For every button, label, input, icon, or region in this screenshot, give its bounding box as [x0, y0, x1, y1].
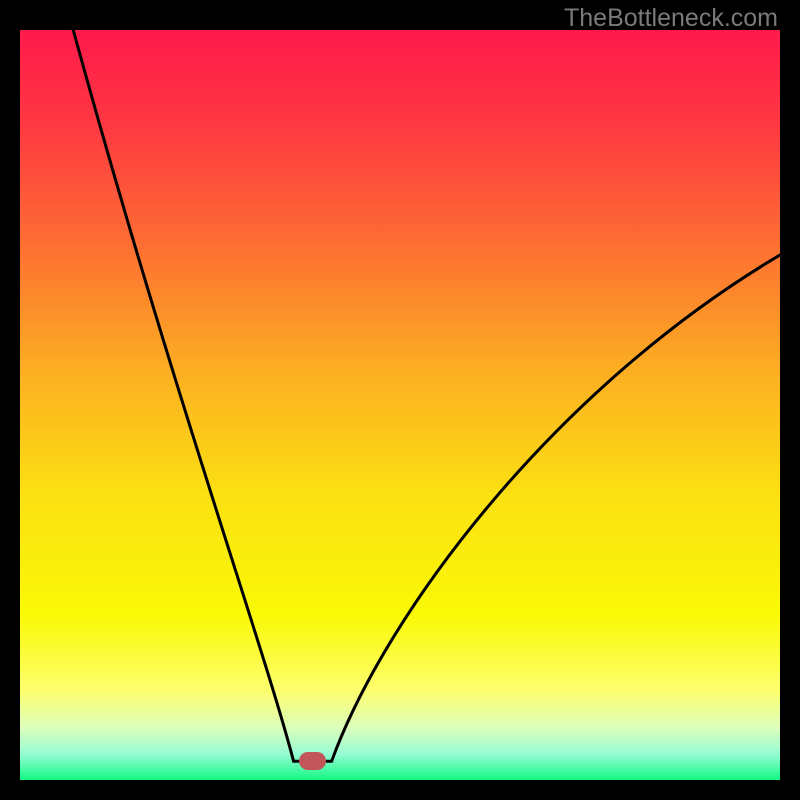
plot-area [20, 30, 780, 780]
optimum-marker [299, 752, 326, 770]
watermark-text: TheBottleneck.com [564, 4, 778, 33]
bottleneck-curve [20, 30, 780, 780]
